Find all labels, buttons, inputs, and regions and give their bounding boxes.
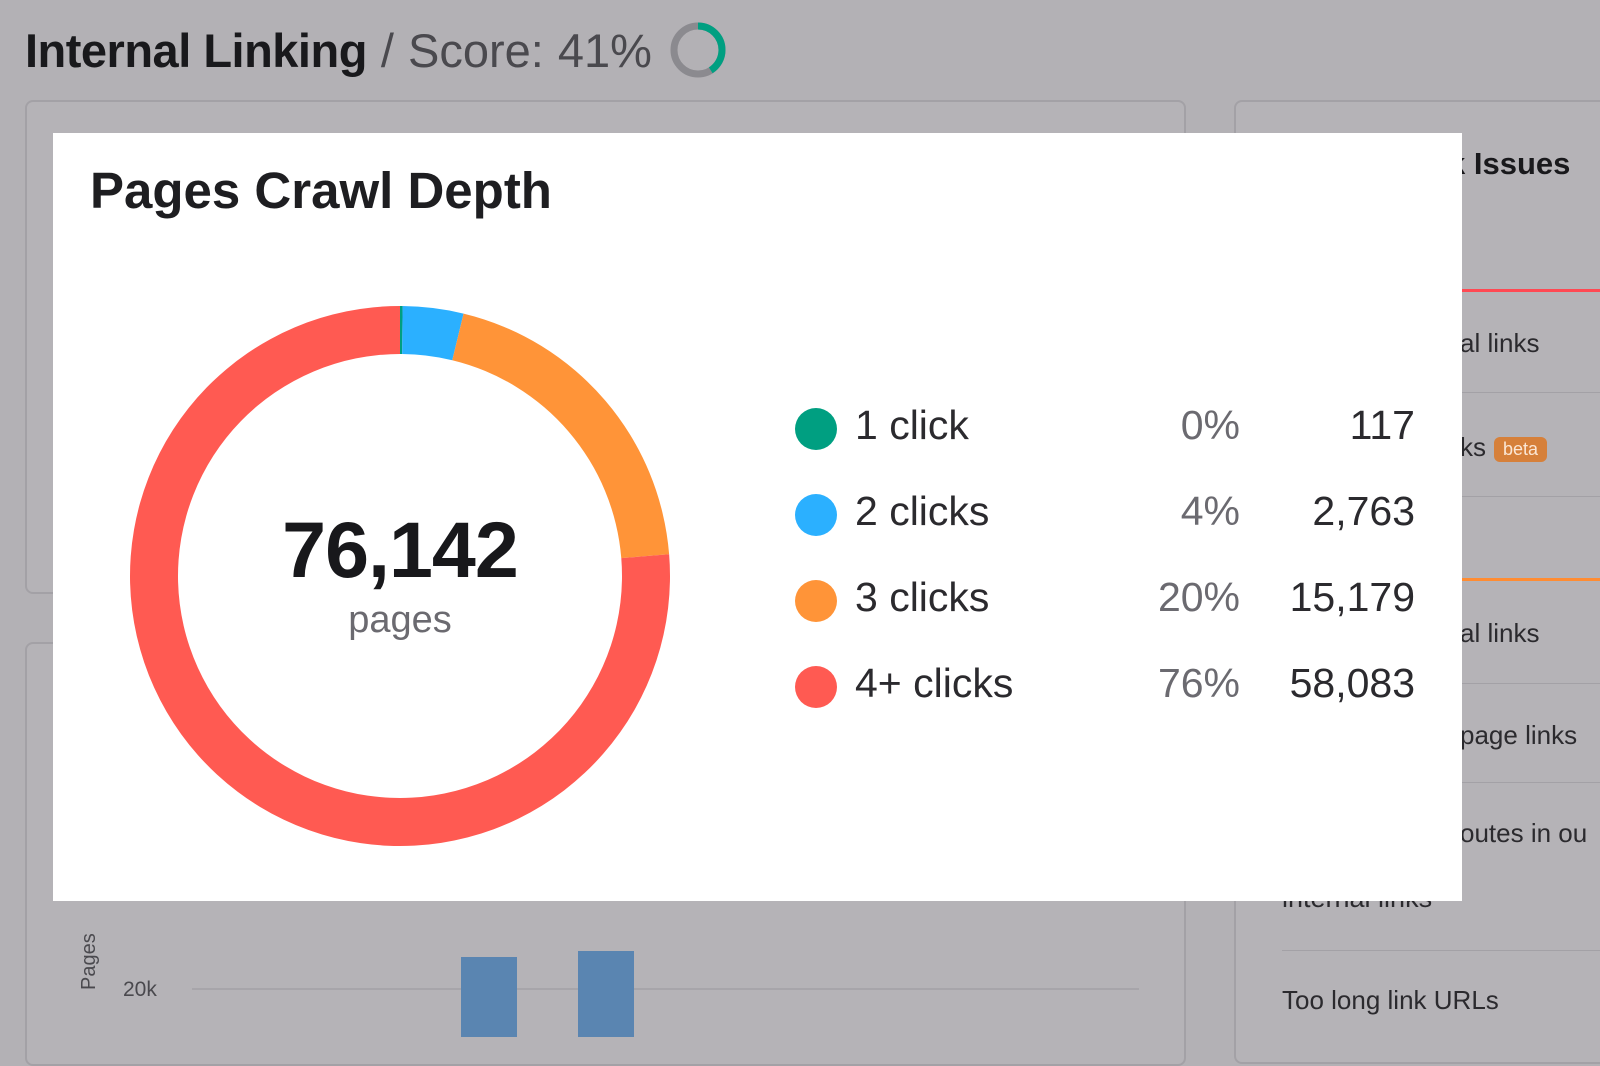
legend-label: 3 clicks: [855, 574, 990, 620]
issue-row-too-long-urls[interactable]: Too long link URLs: [1282, 985, 1499, 1015]
donut-center: 76,142 pages: [125, 301, 675, 851]
legend-percent: 20%: [1157, 574, 1240, 620]
crawl-depth-legend: 1 click 0% 117 2 clicks 4% 2,763 3 click…: [795, 398, 1415, 742]
issue-row-5[interactable]: page links: [1460, 720, 1578, 750]
score-ring-fill: [670, 22, 726, 78]
issue-row-1[interactable]: al links: [1460, 328, 1540, 358]
row-divider: [1460, 683, 1600, 684]
legend-dot-4plus-clicks: [795, 666, 837, 708]
issue-row-2[interactable]: ks beta: [1460, 432, 1548, 463]
title-separator: /: [380, 23, 394, 77]
warnings-accent-line: [1460, 578, 1600, 581]
legend-dot-2-clicks: [795, 494, 837, 536]
y-axis-label: Pages: [78, 933, 100, 990]
score-progress-ring: [670, 22, 726, 78]
legend-count: 15,179: [1289, 574, 1415, 620]
donut-slice-3-clicks[interactable]: [452, 313, 670, 559]
legend-label: 2 clicks: [855, 488, 990, 534]
score-label: Score:: [407, 23, 544, 77]
legend-row-1-click[interactable]: 1 click 0% 117: [795, 398, 1415, 484]
errors-accent-line: [1460, 289, 1600, 292]
page-header: Internal Linking / Score: 41%: [25, 22, 728, 78]
issue-row-4[interactable]: al links: [1460, 618, 1540, 648]
legend-row-2-clicks[interactable]: 2 clicks 4% 2,763: [795, 484, 1415, 570]
y-tick-20k: 20k: [123, 978, 157, 1001]
link-issues-title: k Issues: [1448, 146, 1571, 181]
legend-count: 58,083: [1289, 660, 1415, 706]
crawl-depth-donut: [129, 306, 670, 846]
legend-dot-3-clicks: [795, 580, 837, 622]
total-pages-unit: pages: [348, 599, 452, 641]
total-pages-value: 76,142: [282, 505, 519, 594]
gridline: [192, 988, 1139, 990]
legend-percent: 0%: [1180, 402, 1240, 448]
chart-bar[interactable]: [461, 957, 517, 1037]
score-value: 41%: [557, 23, 652, 77]
row-divider: [1460, 392, 1600, 393]
legend-percent: 4%: [1180, 488, 1240, 534]
legend-label: 1 click: [855, 402, 969, 448]
issue-row-6[interactable]: outes in ou: [1460, 818, 1588, 848]
legend-count: 117: [1349, 402, 1415, 448]
row-divider: [1460, 782, 1600, 783]
issue-row-2-label: ks: [1460, 432, 1486, 462]
legend-count: 2,763: [1312, 488, 1415, 534]
legend-label: 4+ clicks: [855, 660, 1014, 706]
crawl-depth-modal: Pages Crawl Depth 76,142 pages 1 click 0…: [53, 133, 1462, 901]
legend-row-4plus-clicks[interactable]: 4+ clicks 76% 58,083: [795, 656, 1415, 742]
row-divider: [1460, 496, 1600, 497]
modal-title: Pages Crawl Depth: [90, 162, 552, 219]
legend-dot-1-click: [795, 408, 837, 450]
legend-row-3-clicks[interactable]: 3 clicks 20% 15,179: [795, 570, 1415, 656]
donut-slice-1-click[interactable]: [400, 306, 403, 355]
row-divider: [1282, 950, 1600, 951]
beta-badge: beta: [1494, 436, 1548, 462]
donut-slice-2-clicks[interactable]: [402, 306, 464, 361]
page-title: Internal Linking: [25, 23, 367, 77]
legend-percent: 76%: [1157, 660, 1240, 706]
chart-bar[interactable]: [578, 951, 634, 1037]
